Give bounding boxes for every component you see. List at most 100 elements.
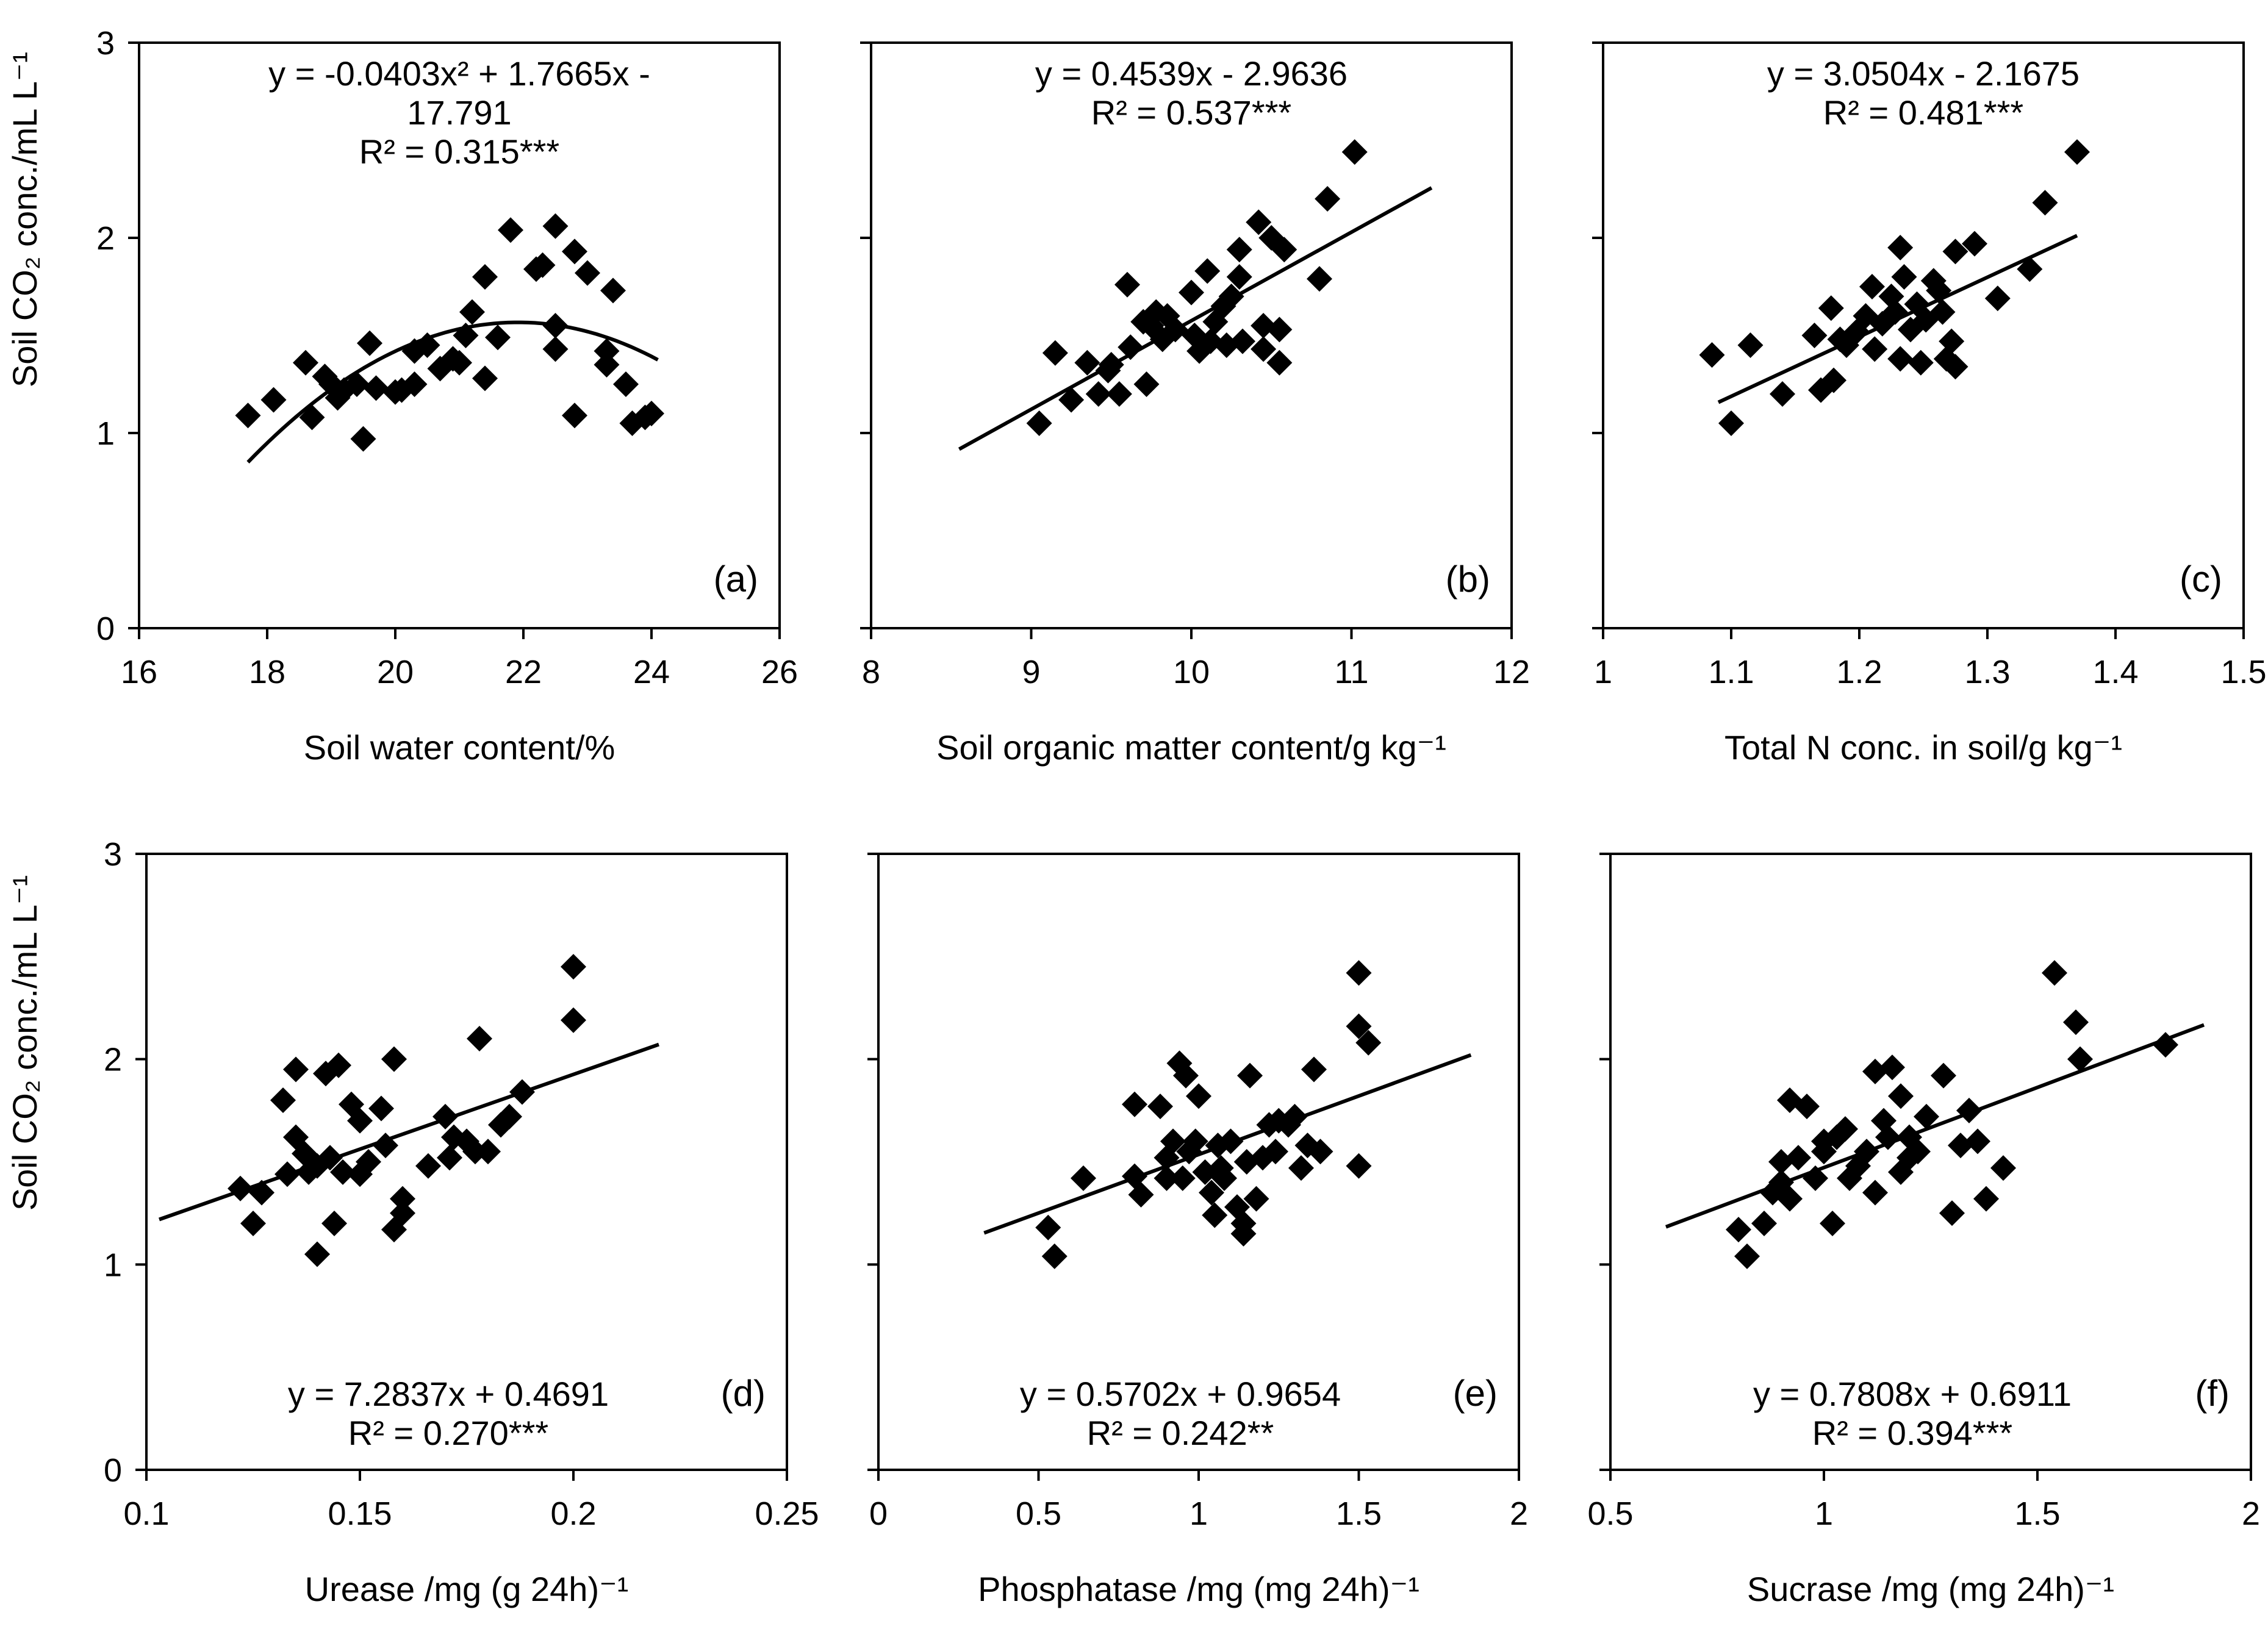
panel-e-data-point (1041, 1243, 1068, 1269)
panel-b-data-point (1074, 349, 1100, 376)
panel-e-data-point (1122, 1091, 1147, 1117)
panel-b-equation-line-2: R² = 0.537*** (1091, 93, 1291, 132)
panel-c-frame (1602, 41, 2245, 629)
panel-b-data-point (1341, 139, 1368, 165)
panel-b-x-axis-title: Soil organic matter content/g kg⁻¹ (936, 728, 1446, 767)
panel-f-data-point (2067, 1046, 2093, 1072)
panel-a-data-point (459, 299, 485, 325)
panel-a-data-point (344, 371, 370, 397)
panel-a-data-point (293, 349, 318, 376)
panel-d-data-point (475, 1139, 501, 1165)
panel-b-data-point (1042, 340, 1068, 366)
panel-d-x-tick-label: 0.1 (123, 1495, 169, 1532)
panel-a-y-tick-label: 1 (96, 415, 115, 452)
panel-b-label: (b) (1446, 559, 1490, 600)
panel-b-data-point (1266, 317, 1293, 343)
panel-b-data-point (1058, 387, 1085, 413)
panel-b-data-point (1226, 237, 1252, 263)
panel-c-data-point (1887, 346, 1914, 372)
panel-c-data-point (1962, 231, 1987, 257)
panel-d-frame (145, 853, 788, 1471)
panel-f-data-point (2153, 1032, 2178, 1058)
panel-e-data-point (1154, 1165, 1180, 1191)
panel-b-marks (958, 139, 1433, 451)
panel-a-data-point (594, 352, 620, 378)
panel-a-data-point (600, 277, 626, 304)
panel-c-data-point (1942, 238, 1968, 265)
panel-d-data-point (321, 1211, 347, 1236)
panel-a-data-point (235, 403, 261, 429)
panel-e-data-point (1282, 1103, 1308, 1130)
panel-e-data-point (1307, 1139, 1333, 1165)
panel-f-data-point (1854, 1139, 1879, 1165)
panel-e-x-tick-label: 2 (1510, 1495, 1528, 1532)
panel-c-x-axis-title: Total N conc. in soil/g kg⁻¹ (1724, 728, 2122, 767)
panel-f-data-point (2063, 1009, 2089, 1036)
panel-f-data-point (1777, 1186, 1803, 1212)
panel-a-data-point (562, 238, 587, 265)
panel-c-label: (c) (2180, 559, 2222, 600)
panel-d-data-point (275, 1161, 300, 1187)
panel-c-data-point (1737, 332, 1764, 358)
y-axis-title-top: Soil CO₂ conc./mL L⁻¹ (5, 52, 44, 387)
panel-e-x-tick-label: 1.5 (1336, 1495, 1382, 1532)
panel-d-data-point (283, 1056, 309, 1083)
panel-c-data-point (1859, 274, 1885, 299)
panel-d-data-point (270, 1087, 296, 1113)
panel-b-data-point (1179, 279, 1204, 306)
panel-a-ticks: 16 18 20 22 24 26 0 1 2 3 (96, 25, 798, 690)
panel-f-data-point (1794, 1094, 1820, 1120)
panel-b-data-point (1251, 336, 1277, 362)
panel-a-data-point (542, 313, 569, 338)
panel-c-data-point (1942, 354, 1968, 380)
panel-c-data-point (1926, 277, 1952, 304)
panel-b-x-tick-label: 8 (862, 654, 880, 690)
panel-a-x-tick-label: 24 (633, 654, 670, 690)
panel-a-trend-line (246, 320, 659, 464)
panel-e-data-point (1301, 1056, 1327, 1083)
panel-f-data-point (2042, 960, 2067, 986)
panel-a-y-tick-label: 0 (96, 610, 115, 647)
panel-a-data-point (447, 349, 472, 376)
panel-c-data-point (1801, 323, 1828, 348)
panel-a-marks (235, 213, 664, 464)
panel-d-x-axis-title: Urease /mg (g 24h)⁻¹ (305, 1570, 629, 1608)
panel-d-label: (d) (721, 1373, 766, 1414)
panel-f-x-tick-label: 1.5 (2014, 1495, 2060, 1532)
panel-f-data-point (1726, 1217, 1751, 1243)
panel-c-x-tick-label: 1.1 (1708, 654, 1754, 690)
panel-d-equation-line-2: R² = 0.270*** (348, 1414, 548, 1452)
panel-d-data-point (240, 1211, 266, 1236)
panel-f-data-point (1973, 1186, 1999, 1212)
panel-b-data-point (1271, 237, 1297, 263)
panel-c-x-tick-label: 1.4 (2092, 654, 2138, 690)
panel-f-data-point (1832, 1116, 1858, 1142)
panel-f-plot (1609, 853, 2252, 1471)
panel-c-data-point (1699, 342, 1725, 368)
panel-f-trend-line (1665, 1023, 2205, 1229)
panel-b-data-point (1118, 334, 1144, 360)
panel-f-equation-line-1: y = 0.7808x + 0.6911 (1753, 1375, 2072, 1413)
panel-a-data-point (575, 260, 600, 286)
panel-b-data-point (1230, 328, 1255, 354)
panel-b-data-point (1133, 371, 1160, 397)
panel-a-data-point (350, 426, 376, 452)
panel-e-x-tick-label: 0.5 (1016, 1495, 1061, 1532)
panel-a-data-point (299, 404, 325, 431)
panel-f-data-point (1939, 1200, 1965, 1226)
panel-a: 16 18 20 22 24 26 0 1 2 3 y = -0.0403x² + 1.7665x… (96, 25, 798, 767)
panel-a-equation-line-3: R² = 0.315*** (359, 132, 559, 171)
panel-a-data-point (414, 332, 440, 358)
panel-c-marks (1699, 139, 2090, 436)
panel-f-data-point (1768, 1149, 1794, 1175)
panel-c-data-point (1718, 410, 1744, 436)
panel-d-data-point (326, 1052, 351, 1078)
panel-e-data-point (1147, 1094, 1173, 1120)
panel-d-y-tick-label: 2 (104, 1042, 122, 1078)
panel-c-data-point (1929, 299, 1956, 325)
panel-f-marks (1665, 960, 2205, 1269)
panel-b-data-point (1218, 284, 1244, 309)
panel-d-data-point (390, 1186, 415, 1212)
panel-c-data-point (1891, 264, 1917, 290)
